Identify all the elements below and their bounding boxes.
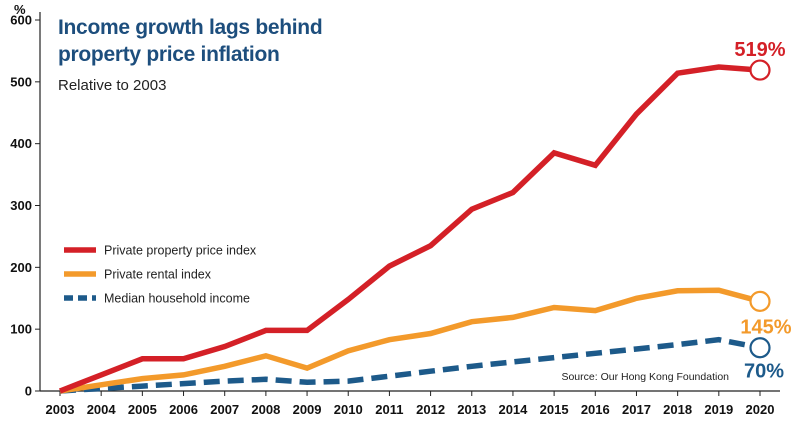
- x-tick-label: 2016: [581, 402, 610, 417]
- y-tick-label: 500: [10, 74, 32, 89]
- source-note: Source: Our Hong Kong Foundation: [561, 371, 729, 383]
- x-tick-label: 2009: [293, 402, 322, 417]
- x-tick-label: 2010: [334, 402, 363, 417]
- series-end-label: 145%: [740, 316, 791, 338]
- x-tick-label: 2013: [457, 402, 486, 417]
- series-end-marker: [749, 290, 771, 312]
- x-tick-label: 2019: [704, 402, 733, 417]
- legend-label: Private rental index: [104, 268, 212, 282]
- chart-title-text: Income growth lags behind property price…: [58, 16, 323, 66]
- x-tick-label: 2017: [622, 402, 651, 417]
- x-tick-label: 2014: [498, 402, 528, 417]
- x-tick-label: 2011: [375, 402, 403, 417]
- end-labels: 519% 145% 70%: [734, 39, 791, 383]
- series-end-label: 70%: [744, 361, 784, 383]
- y-tick-label: 200: [10, 260, 32, 275]
- x-tick-label: 2018: [663, 402, 692, 417]
- x-tick-label: 2012: [416, 402, 445, 417]
- series-end-marker: [749, 337, 771, 359]
- series-line: [59, 336, 761, 394]
- legend-label: Private property price index: [104, 244, 257, 258]
- chart-title: Income growth lags behind property price…: [58, 14, 358, 68]
- y-tick-label: 300: [10, 198, 32, 213]
- x-tick-label: 2006: [169, 402, 198, 417]
- series-line: [59, 287, 761, 394]
- y-tick-label: 600: [10, 13, 32, 28]
- x-tick-label: 2008: [251, 402, 280, 417]
- y-tick-label: 400: [10, 136, 32, 151]
- series-end-label: 519%: [734, 39, 785, 61]
- y-tick-label: 100: [10, 322, 32, 337]
- series-end-marker: [749, 59, 771, 81]
- series-line: [58, 64, 761, 394]
- legend: Private property price index Private rent…: [64, 244, 257, 306]
- x-tick-label: 2020: [746, 402, 775, 417]
- x-tick-label: 2015: [540, 402, 569, 417]
- legend-label: Median household income: [104, 292, 250, 306]
- chart-subtitle: Relative to 2003: [58, 77, 167, 94]
- x-tick-label: 2007: [210, 402, 239, 417]
- x-tick-label: 2003: [46, 402, 75, 417]
- x-tick-label: 2005: [128, 402, 157, 417]
- y-axis-unit-label: %: [14, 2, 26, 17]
- series-layer: [58, 64, 761, 394]
- axes: 0 100 200 300 400 500 600 2003 2004 2005 2006 2007 2…: [10, 12, 780, 417]
- y-tick-label: 0: [25, 384, 32, 399]
- x-tick-label: 2004: [87, 402, 117, 417]
